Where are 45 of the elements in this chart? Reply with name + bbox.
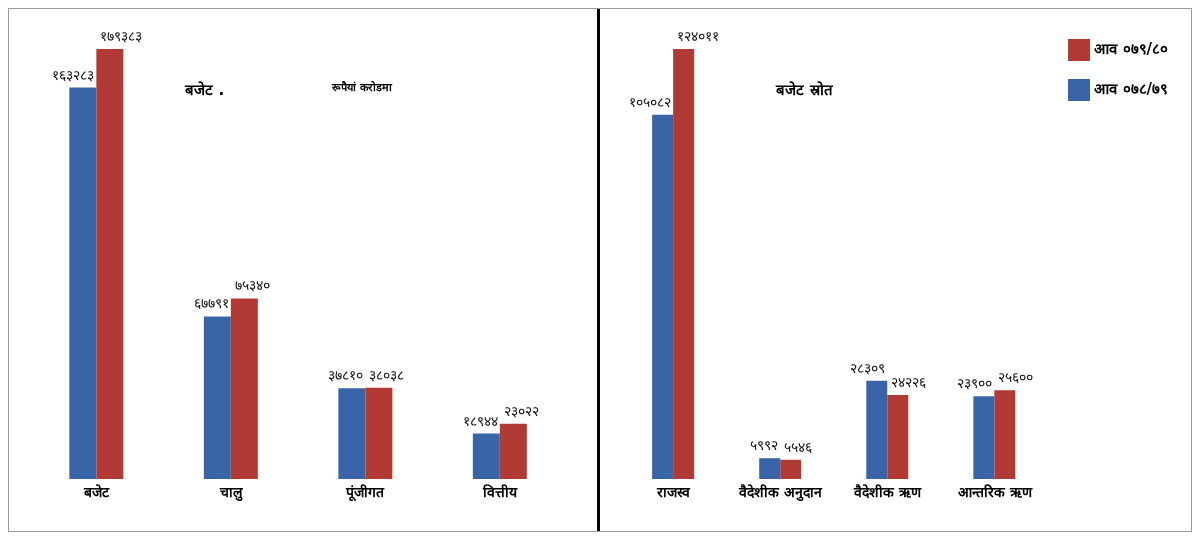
bar [780, 459, 802, 479]
data-label: १७९३८३ [100, 28, 143, 44]
data-label: १८९४४ [462, 412, 498, 429]
x-tick-label: राजस्व [656, 483, 692, 500]
data-label: २३९०० [957, 375, 993, 392]
data-label: ५५४६ [784, 438, 813, 455]
bar [499, 423, 527, 479]
x-tick-label: आन्तरिक ऋण [957, 483, 1033, 500]
data-label: २३०२२ [503, 402, 539, 419]
x-tick-label: चालु [218, 483, 243, 502]
x-tick-label: वैदेशीक ऋण [853, 483, 923, 500]
x-tick-label: पूंजीगत [345, 483, 386, 502]
x-tick-label: बजेट [82, 483, 110, 500]
bar [994, 390, 1016, 479]
data-label: २५६०० [998, 369, 1034, 386]
legend-label: आव ०७९/८० [1094, 40, 1168, 58]
x-tick-label: वैदेशीक अनुदान [738, 483, 824, 502]
text: बजेट स्रोत [776, 80, 833, 99]
x-tick-label: वित्तीय [481, 483, 518, 500]
data-label: १६३२८३ [52, 66, 95, 83]
data-label: ३७८१० [328, 367, 364, 384]
bar [652, 114, 674, 479]
data-label: ५९९२ [750, 437, 779, 454]
bar [887, 395, 909, 479]
bar [69, 87, 97, 479]
data-label: ६७७९१ [193, 295, 229, 312]
bar [759, 458, 781, 479]
text: बजेट . [185, 80, 225, 99]
bar [973, 396, 995, 479]
bar [472, 433, 500, 479]
bar [673, 49, 695, 479]
bar [230, 298, 258, 479]
bar [96, 49, 124, 479]
bar [866, 380, 888, 479]
data-label: ७५३४० [234, 277, 270, 294]
data-label: १२४०११ [677, 28, 720, 44]
bar [203, 316, 231, 479]
legend-label: आव ०७८/७९ [1094, 80, 1168, 98]
text: रूपैयां करोडमा [332, 80, 393, 94]
bar [338, 388, 366, 479]
bar [365, 387, 393, 479]
data-label: ३८०३८ [369, 366, 405, 383]
data-label: २८३०९ [850, 359, 886, 376]
data-label: २४२२६ [891, 374, 927, 390]
data-label: १०५०८२ [629, 93, 672, 110]
